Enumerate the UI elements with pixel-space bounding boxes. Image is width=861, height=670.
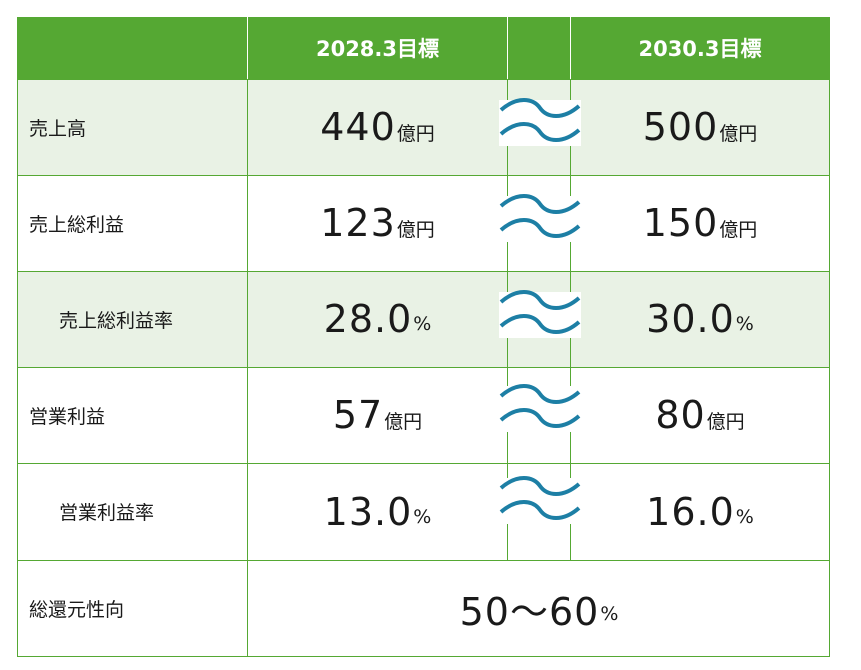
row-label-sales: 売上高 xyxy=(17,79,248,175)
header-divider xyxy=(570,17,571,79)
targets-table: 2028.3目標 2030.3目標 売上高 440 億円 500 億円 売上総利益 … xyxy=(17,17,830,657)
value-gross-profit-2030: 150 億円 xyxy=(570,175,830,271)
grid-line xyxy=(829,17,830,657)
wave-break-icon xyxy=(499,290,581,338)
header-divider xyxy=(247,17,248,79)
grid-line xyxy=(17,560,830,561)
grid-line xyxy=(17,463,830,464)
wave-break-icon xyxy=(499,384,581,432)
header-gap-cell xyxy=(507,17,570,79)
row-label-total-payout-ratio: 総還元性向 xyxy=(17,560,248,657)
value-operating-margin-2028: 13.0% xyxy=(248,463,507,560)
header-2028-target: 2028.3目標 xyxy=(248,17,507,79)
row-label-operating-profit: 営業利益 xyxy=(17,367,248,463)
header-2030-label: 2030.3目標 xyxy=(638,37,762,61)
grid-line xyxy=(17,271,830,272)
grid-line xyxy=(17,17,18,657)
grid-line xyxy=(17,656,830,657)
header-divider xyxy=(507,17,508,79)
value-operating-profit-2030: 80 億円 xyxy=(570,367,830,463)
grid-line xyxy=(17,79,830,80)
value-sales-2030: 500 億円 xyxy=(570,79,830,175)
value-gross-margin-2028: 28.0% xyxy=(248,271,507,367)
row-label-gross-profit: 売上総利益 xyxy=(17,175,248,271)
header-blank-cell xyxy=(17,17,248,79)
value-gross-profit-2028: 123 億円 xyxy=(248,175,507,271)
grid-line xyxy=(17,175,830,176)
header-2028-label: 2028.3目標 xyxy=(315,37,440,61)
wave-break-icon xyxy=(499,98,581,146)
value-operating-margin-2030: 16.0% xyxy=(570,463,830,560)
wave-break-icon xyxy=(499,476,581,524)
grid-line xyxy=(17,367,830,368)
row-label-operating-margin: 営業利益率 xyxy=(17,463,248,560)
value-gross-margin-2030: 30.0% xyxy=(570,271,830,367)
wave-break-icon xyxy=(499,194,581,242)
value-total-payout-ratio: 50～60% xyxy=(248,560,830,657)
value-operating-profit-2028: 57 億円 xyxy=(248,367,507,463)
row-label-gross-margin: 売上総利益率 xyxy=(17,271,248,367)
grid-line xyxy=(247,79,248,657)
value-sales-2028: 440 億円 xyxy=(248,79,507,175)
header-2030-target: 2030.3目標 xyxy=(570,17,830,79)
